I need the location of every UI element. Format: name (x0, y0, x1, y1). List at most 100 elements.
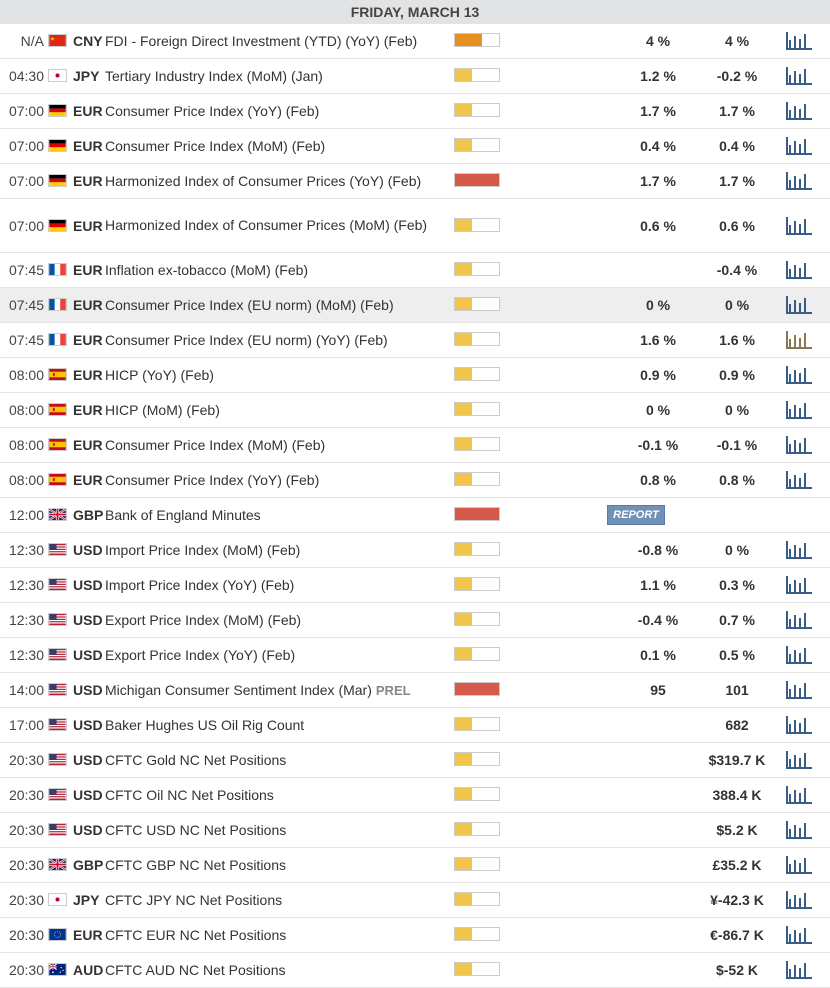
event-title[interactable]: Export Price Index (MoM) (Feb) (105, 611, 302, 628)
event-name[interactable]: CFTC EUR NC Net Positions (105, 918, 445, 952)
chart-icon[interactable] (785, 953, 813, 987)
table-row[interactable]: 07:45 EUR Consumer Price Index (EU norm) (… (0, 323, 830, 358)
table-row[interactable]: 08:00 EUR Consumer Price Index (YoY) (Feb)… (0, 463, 830, 498)
report-button[interactable]: REPORT (607, 505, 665, 525)
table-row[interactable]: 07:45 EUR Inflation ex-tobacco (MoM) (Feb)… (0, 253, 830, 288)
table-row[interactable]: 14:00 USD Michigan Consumer Sentiment Inde… (0, 673, 830, 708)
chart-icon[interactable] (785, 638, 813, 672)
event-title[interactable]: HICP (MoM) (Feb) (105, 401, 220, 418)
table-row[interactable]: 20:30 GBP CFTC GBP NC Net Positions £35.2 K (0, 848, 830, 883)
chart-icon[interactable] (785, 393, 813, 427)
event-name[interactable]: Consumer Price Index (EU norm) (MoM) (Fe… (105, 288, 445, 322)
event-name[interactable]: Bank of England Minutes (105, 498, 445, 532)
table-row[interactable]: 12:00 GBP Bank of England Minutes REPORT (0, 498, 830, 533)
table-row[interactable]: 07:00 EUR Harmonized Index of Consumer Pri… (0, 164, 830, 199)
table-row[interactable]: 20:30 AUD CFTC AUD NC Net Positions $-52 K (0, 953, 830, 988)
event-name[interactable]: Harmonized Index of Consumer Prices (MoM… (105, 199, 445, 252)
event-name[interactable]: CFTC AUD NC Net Positions (105, 953, 445, 987)
event-name[interactable]: CFTC Oil NC Net Positions (105, 778, 445, 812)
event-title[interactable]: CFTC GBP NC Net Positions (105, 856, 287, 873)
chart-icon[interactable] (785, 428, 813, 462)
event-title[interactable]: Bank of England Minutes (105, 506, 261, 523)
chart-icon[interactable] (785, 199, 813, 252)
event-title[interactable]: Baker Hughes US Oil Rig Count (105, 716, 305, 733)
table-row[interactable]: 04:30 JPY Tertiary Industry Index (MoM) (J… (0, 59, 830, 94)
chart-icon[interactable] (785, 918, 813, 952)
event-name[interactable]: Consumer Price Index (YoY) (Feb) (105, 94, 445, 128)
event-title[interactable]: Consumer Price Index (EU norm) (MoM) (Fe… (105, 296, 394, 313)
chart-icon[interactable] (785, 778, 813, 812)
event-name[interactable]: Consumer Price Index (EU norm) (YoY) (Fe… (105, 323, 445, 357)
event-name[interactable]: CFTC USD NC Net Positions (105, 813, 445, 847)
event-name[interactable]: CFTC Gold NC Net Positions (105, 743, 445, 777)
event-name[interactable]: Tertiary Industry Index (MoM) (Jan) (105, 59, 445, 93)
chart-icon[interactable] (785, 24, 813, 58)
event-name[interactable]: Import Price Index (MoM) (Feb) (105, 533, 445, 567)
table-row[interactable]: 20:30 EUR CFTC EUR NC Net Positions €-86.7 … (0, 918, 830, 953)
chart-icon[interactable] (785, 253, 813, 287)
table-row[interactable]: 07:45 EUR Consumer Price Index (EU norm) (… (0, 288, 830, 323)
event-title[interactable]: Export Price Index (YoY) (Feb) (105, 646, 296, 663)
event-name[interactable]: Export Price Index (YoY) (Feb) (105, 638, 445, 672)
event-title[interactable]: Consumer Price Index (EU norm) (YoY) (Fe… (105, 331, 388, 348)
event-title[interactable]: Michigan Consumer Sentiment Index (Mar) (105, 681, 372, 698)
table-row[interactable]: 08:00 EUR HICP (MoM) (Feb) 0 % 0 % (0, 393, 830, 428)
chart-icon[interactable] (785, 813, 813, 847)
event-name[interactable]: Baker Hughes US Oil Rig Count (105, 708, 445, 742)
event-title[interactable]: Tertiary Industry Index (MoM) (Jan) (105, 67, 323, 84)
chart-icon[interactable] (785, 743, 813, 777)
chart-icon[interactable] (785, 603, 813, 637)
chart-icon[interactable] (785, 323, 813, 357)
table-row[interactable]: 12:30 USD Import Price Index (YoY) (Feb) 1.… (0, 568, 830, 603)
event-title[interactable]: Import Price Index (MoM) (Feb) (105, 541, 301, 558)
table-row[interactable]: 17:00 USD Baker Hughes US Oil Rig Count 682 (0, 708, 830, 743)
event-title[interactable]: CFTC JPY NC Net Positions (105, 891, 283, 908)
event-name[interactable]: Consumer Price Index (MoM) (Feb) (105, 428, 445, 462)
chart-icon[interactable] (785, 533, 813, 567)
event-title[interactable]: FDI - Foreign Direct Investment (YTD) (Y… (105, 32, 418, 49)
table-row[interactable]: N/A CNY FDI - Foreign Direct Investment (Y… (0, 24, 830, 59)
event-title[interactable]: Harmonized Index of Consumer Prices (MoM… (105, 217, 428, 233)
event-title[interactable]: CFTC AUD NC Net Positions (105, 961, 286, 978)
event-name[interactable]: HICP (MoM) (Feb) (105, 393, 445, 427)
event-name[interactable]: Inflation ex-tobacco (MoM) (Feb) (105, 253, 445, 287)
event-name[interactable]: CFTC JPY NC Net Positions (105, 883, 445, 917)
table-row[interactable]: 20:30 USD CFTC USD NC Net Positions $5.2 K (0, 813, 830, 848)
event-title[interactable]: Consumer Price Index (MoM) (Feb) (105, 436, 326, 453)
chart-icon[interactable] (785, 848, 813, 882)
event-title[interactable]: Consumer Price Index (YoY) (Feb) (105, 471, 320, 488)
table-row[interactable]: 07:00 EUR Harmonized Index of Consumer Pri… (0, 199, 830, 253)
event-title[interactable]: Consumer Price Index (YoY) (Feb) (105, 102, 320, 119)
table-row[interactable]: 12:30 USD Export Price Index (MoM) (Feb) -0… (0, 603, 830, 638)
table-row[interactable]: 12:30 USD Export Price Index (YoY) (Feb) 0.… (0, 638, 830, 673)
chart-icon[interactable] (785, 94, 813, 128)
event-name[interactable]: CFTC GBP NC Net Positions (105, 848, 445, 882)
chart-icon[interactable] (785, 463, 813, 497)
table-row[interactable]: 20:30 USD CFTC Oil NC Net Positions 388.4 K (0, 778, 830, 813)
chart-icon[interactable] (785, 129, 813, 163)
event-title[interactable]: CFTC EUR NC Net Positions (105, 926, 287, 943)
event-name[interactable]: Import Price Index (YoY) (Feb) (105, 568, 445, 602)
event-title[interactable]: Consumer Price Index (MoM) (Feb) (105, 137, 326, 154)
event-name[interactable]: Consumer Price Index (YoY) (Feb) (105, 463, 445, 497)
chart-icon[interactable] (785, 673, 813, 707)
chart-icon[interactable] (785, 164, 813, 198)
table-row[interactable]: 08:00 EUR Consumer Price Index (MoM) (Feb)… (0, 428, 830, 463)
table-row[interactable]: 07:00 EUR Consumer Price Index (YoY) (Feb)… (0, 94, 830, 129)
chart-icon[interactable] (785, 288, 813, 322)
event-title[interactable]: HICP (YoY) (Feb) (105, 366, 214, 383)
event-title[interactable]: CFTC Oil NC Net Positions (105, 786, 274, 803)
event-title[interactable]: Harmonized Index of Consumer Prices (YoY… (105, 172, 422, 189)
event-name[interactable]: Export Price Index (MoM) (Feb) (105, 603, 445, 637)
event-title[interactable]: CFTC Gold NC Net Positions (105, 751, 287, 768)
event-title[interactable]: CFTC USD NC Net Positions (105, 821, 287, 838)
table-row[interactable]: 20:30 JPY CFTC JPY NC Net Positions ¥-42.3 … (0, 883, 830, 918)
chart-icon[interactable] (785, 59, 813, 93)
event-name[interactable]: HICP (YoY) (Feb) (105, 358, 445, 392)
chart-icon[interactable] (785, 358, 813, 392)
chart-icon[interactable] (785, 883, 813, 917)
event-name[interactable]: Michigan Consumer Sentiment Index (Mar) P… (105, 673, 445, 707)
event-title[interactable]: Import Price Index (YoY) (Feb) (105, 576, 295, 593)
event-title[interactable]: Inflation ex-tobacco (MoM) (Feb) (105, 261, 309, 278)
event-name[interactable]: Harmonized Index of Consumer Prices (YoY… (105, 164, 445, 198)
